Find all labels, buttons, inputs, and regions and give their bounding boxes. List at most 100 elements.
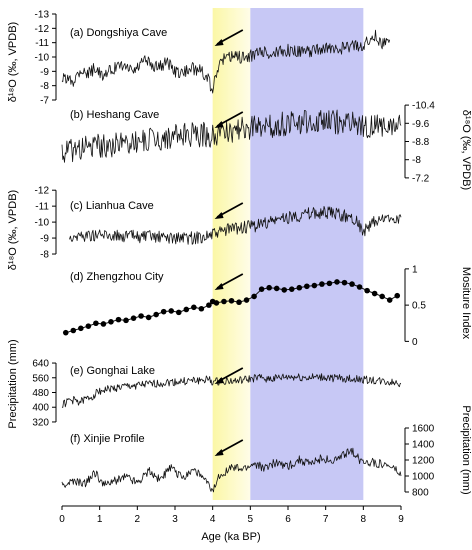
data-point-d — [288, 286, 295, 292]
data-point-d — [394, 292, 401, 299]
y-tick-label-b: -8.8 — [412, 137, 430, 148]
y-tick-label-b: -7.2 — [412, 173, 430, 184]
series-layer — [61, 29, 402, 493]
arrow-head-f — [214, 449, 224, 456]
data-point-d — [198, 305, 205, 312]
data-point-d — [341, 279, 348, 286]
x-tick-label: 8 — [361, 514, 367, 525]
x-tick-label: 9 — [398, 514, 404, 525]
y-tick-label-a: -9 — [40, 67, 49, 78]
data-point-d — [138, 313, 144, 319]
data-point-d — [281, 287, 288, 293]
data-point-d — [371, 290, 378, 297]
series-line-b — [61, 109, 402, 163]
panel-label-d: (d) Zhengzhou City — [70, 271, 164, 283]
data-point-d — [213, 300, 220, 306]
y-tick-label-a: -11 — [35, 38, 49, 49]
x-tick-label: 6 — [285, 514, 291, 525]
data-point-d — [175, 309, 182, 316]
y-tick-label-b: -10.4 — [412, 101, 435, 112]
data-point-d — [145, 314, 152, 321]
y-tick-label-f: 800 — [412, 488, 429, 499]
data-point-d — [311, 282, 318, 289]
data-point-d — [251, 293, 257, 300]
data-point-d — [326, 280, 333, 287]
series-line-a — [61, 29, 391, 94]
y-tick-label-a: -10 — [35, 53, 50, 64]
data-point-d — [386, 297, 393, 303]
y-tick-label-f: 1600 — [412, 424, 435, 435]
series-line-f — [61, 447, 402, 493]
panel-label-a: (a) Dongshiya Cave — [70, 27, 167, 39]
y-tick-label-a: -12 — [35, 24, 50, 35]
y-tick-label-e: 640 — [32, 359, 49, 370]
arrow-head-d — [214, 283, 224, 290]
data-point-d — [221, 298, 227, 305]
right-axis-label-f: Precipitation (mm) — [460, 405, 472, 494]
x-axis-label: Age (ka BP) — [201, 531, 260, 543]
arrow-head-a — [214, 39, 224, 46]
data-point-d — [85, 323, 92, 329]
arrow-head-e — [214, 377, 224, 384]
y-tick-label-e: 560 — [32, 373, 49, 384]
label-layer: Age (ka BP) δ¹⁸O (‰, VPDB) δ¹⁸O (‰, VPDB… — [7, 22, 472, 543]
x-tick-label: 3 — [172, 514, 178, 525]
arrow-head-c — [214, 212, 224, 219]
y-tick-label-d: 0.5 — [412, 301, 426, 312]
highlight-band-0 — [212, 8, 251, 500]
y-tick-label-d: 0 — [412, 337, 418, 348]
left-axis-label-c: δ¹⁸O (‰, VPDB) — [7, 190, 19, 270]
arrow-head-b — [214, 121, 224, 128]
data-point-d — [93, 320, 99, 327]
data-point-d — [243, 297, 250, 303]
axes-layer: -13 -12 -11 -10 -9 -8 -7 (a) Dongshiya Cave -10.… — [32, 10, 435, 526]
panel-label-c: (c) Lianhua Cave — [70, 200, 154, 212]
y-tick-label-c: -11 — [35, 202, 49, 213]
y-tick-label-b: -8 — [412, 155, 421, 166]
series-line-e — [61, 373, 402, 408]
data-point-d — [334, 279, 340, 285]
x-tick-label: 5 — [248, 514, 254, 525]
x-tick-label: 2 — [135, 514, 141, 525]
data-point-d — [266, 284, 272, 291]
y-tick-label-f: 1000 — [412, 472, 435, 483]
y-tick-label-a: -8 — [40, 81, 49, 92]
data-point-d — [160, 308, 167, 315]
data-point-d — [258, 286, 265, 292]
y-tick-label-e: 480 — [32, 388, 49, 399]
y-tick-label-e: 320 — [32, 417, 49, 428]
data-point-d — [130, 315, 137, 321]
data-point-d — [78, 325, 84, 332]
data-point-d — [236, 299, 242, 306]
data-point-d — [70, 327, 77, 334]
arrow-annotations — [214, 29, 244, 456]
x-tick-label: 7 — [323, 514, 329, 525]
data-point-d — [304, 283, 310, 290]
y-tick-label-c: -10 — [35, 218, 50, 229]
data-point-d — [379, 293, 385, 300]
data-point-d — [183, 306, 190, 313]
panel-label-f: (f) Xinjie Profile — [70, 433, 145, 445]
data-point-d — [228, 297, 235, 304]
data-point-d — [108, 319, 114, 325]
left-axis-label-a: δ¹⁸O (‰, VPDB) — [7, 22, 19, 102]
data-point-d — [115, 316, 122, 323]
highlight-bands — [212, 8, 364, 500]
y-tick-label-c: -9 — [40, 234, 49, 245]
right-axis-label-b: δ¹⁸O (‰, VPDB) — [460, 110, 472, 190]
x-tick-label: 4 — [210, 514, 216, 525]
y-tick-label-f: 1400 — [412, 440, 435, 451]
data-point-d — [62, 329, 69, 336]
data-point-d — [168, 308, 175, 314]
left-axis-label-e: Precipitation (mm) — [7, 339, 19, 428]
series-line-c — [69, 206, 402, 245]
y-tick-label-b: -9.6 — [412, 119, 430, 130]
data-point-d — [273, 285, 280, 292]
y-tick-label-c: -8 — [40, 250, 49, 261]
y-tick-label-d: 1 — [412, 264, 418, 275]
data-point-d — [356, 284, 363, 290]
y-tick-label-c: -12 — [35, 186, 50, 197]
data-point-d — [349, 281, 355, 287]
data-point-d — [364, 287, 370, 294]
